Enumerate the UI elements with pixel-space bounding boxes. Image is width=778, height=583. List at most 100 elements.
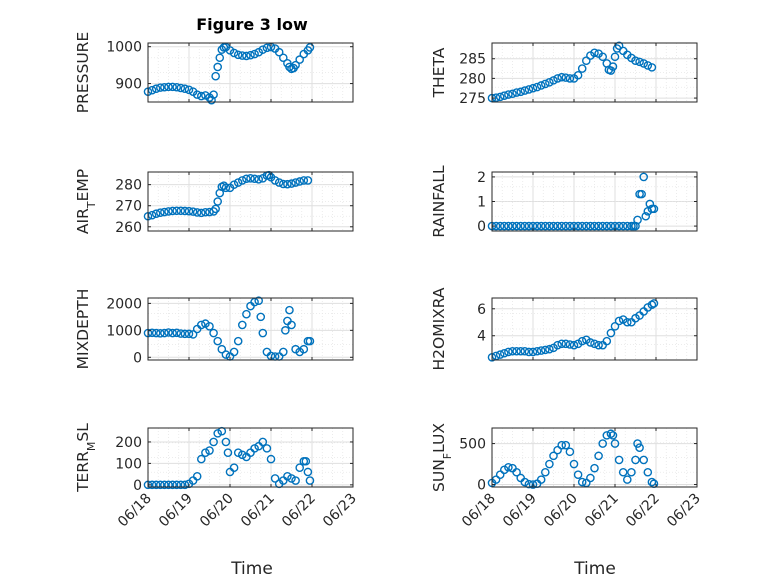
data-point xyxy=(168,480,177,490)
figure-title: Figure 3 low xyxy=(196,15,308,34)
subplot-h2omixra: 4 6 H2OMIXRA xyxy=(430,287,698,371)
data-point xyxy=(528,83,538,93)
data-point xyxy=(233,336,243,346)
data-point xyxy=(594,221,603,231)
data-point xyxy=(635,443,644,452)
subplot-mixdepth: 0 1000 2000 MIXDEPTH xyxy=(74,289,354,369)
data-point xyxy=(229,180,239,189)
data-point xyxy=(254,175,264,184)
data-point xyxy=(586,221,595,231)
data-point xyxy=(180,329,190,339)
x-axis-label-right: Time xyxy=(573,559,616,579)
series-markers xyxy=(487,429,659,489)
y-axis-label: SUNFLUX xyxy=(430,423,454,492)
data-point xyxy=(499,348,509,358)
data-point xyxy=(160,480,169,490)
x-tick-label: 06/23 xyxy=(320,491,360,531)
y-axis-label: THETA xyxy=(430,47,448,98)
x-tick-label: 06/21 xyxy=(238,491,278,531)
data-point xyxy=(209,437,218,447)
data-point xyxy=(205,322,214,331)
data-point xyxy=(586,473,595,483)
data-point xyxy=(557,339,567,349)
data-point xyxy=(184,329,194,339)
x-tick-label: 06/18 xyxy=(459,491,499,531)
y-tick-label: 285 xyxy=(459,52,486,68)
data-point xyxy=(258,45,268,54)
data-point xyxy=(196,454,206,464)
y-tick-label: 4 xyxy=(477,329,486,345)
data-point xyxy=(532,221,542,231)
data-point xyxy=(631,455,640,465)
data-point xyxy=(151,209,161,219)
axes-box xyxy=(491,427,698,488)
data-point xyxy=(281,326,290,335)
data-point xyxy=(528,347,538,357)
data-point xyxy=(495,350,505,359)
data-point xyxy=(577,64,587,73)
data-point xyxy=(285,305,294,315)
data-point xyxy=(553,74,562,83)
data-point xyxy=(545,221,554,231)
data-point xyxy=(541,79,550,89)
data-point xyxy=(305,336,315,346)
subplot-air-temp: 260 270 280 AIRTEMP xyxy=(74,169,354,236)
data-point xyxy=(520,477,530,487)
data-point xyxy=(516,346,526,356)
data-point xyxy=(213,429,222,438)
y-axis-label: H2OMIXRA xyxy=(430,287,448,370)
data-point xyxy=(495,221,505,231)
x-tick-label: 06/22 xyxy=(623,491,663,531)
data-point xyxy=(557,221,567,231)
data-point xyxy=(618,467,628,477)
data-point xyxy=(524,347,534,357)
data-point xyxy=(516,221,526,231)
data-point xyxy=(618,221,628,231)
data-point xyxy=(553,340,562,350)
data-point xyxy=(606,221,616,231)
data-point xyxy=(160,82,169,92)
data-point xyxy=(250,174,259,184)
x-tick-label: 06/18 xyxy=(115,491,155,531)
data-point xyxy=(647,477,657,487)
y-tick-label: 270 xyxy=(115,199,142,215)
data-point xyxy=(164,82,173,92)
data-point xyxy=(229,48,239,58)
data-point xyxy=(508,221,517,231)
data-point xyxy=(582,56,591,66)
data-point xyxy=(291,476,300,485)
y-tick-label: 0 xyxy=(133,478,142,494)
data-point xyxy=(223,448,233,457)
y-tick-label: 1000 xyxy=(106,323,142,339)
series-markers xyxy=(143,426,315,490)
data-point xyxy=(553,445,562,455)
data-point xyxy=(209,207,218,216)
data-point xyxy=(207,95,216,105)
series-markers xyxy=(487,41,657,103)
data-point xyxy=(246,174,255,183)
data-point xyxy=(602,336,612,346)
data-point xyxy=(536,346,546,355)
y-axis-label: RAINFALL xyxy=(430,165,448,238)
data-point xyxy=(565,447,575,457)
y-axis-label: AIRTEMP xyxy=(74,169,98,234)
data-point xyxy=(172,206,181,216)
data-point xyxy=(184,206,194,216)
y-tick-label: 1000 xyxy=(106,40,142,56)
data-point xyxy=(258,437,268,447)
data-point xyxy=(569,459,579,469)
data-point xyxy=(270,474,280,483)
y-tick-label: 100 xyxy=(115,456,142,472)
data-point xyxy=(561,221,571,231)
data-point xyxy=(577,221,587,231)
data-point xyxy=(262,43,272,53)
data-point xyxy=(213,336,222,346)
grid xyxy=(492,43,697,102)
subplot-theta: 275 280 285 THETA xyxy=(430,41,698,107)
data-point xyxy=(201,91,210,100)
data-point xyxy=(549,451,558,461)
data-point xyxy=(573,221,583,231)
series-markers xyxy=(143,42,315,105)
data-point xyxy=(287,474,296,483)
data-point xyxy=(545,459,554,469)
